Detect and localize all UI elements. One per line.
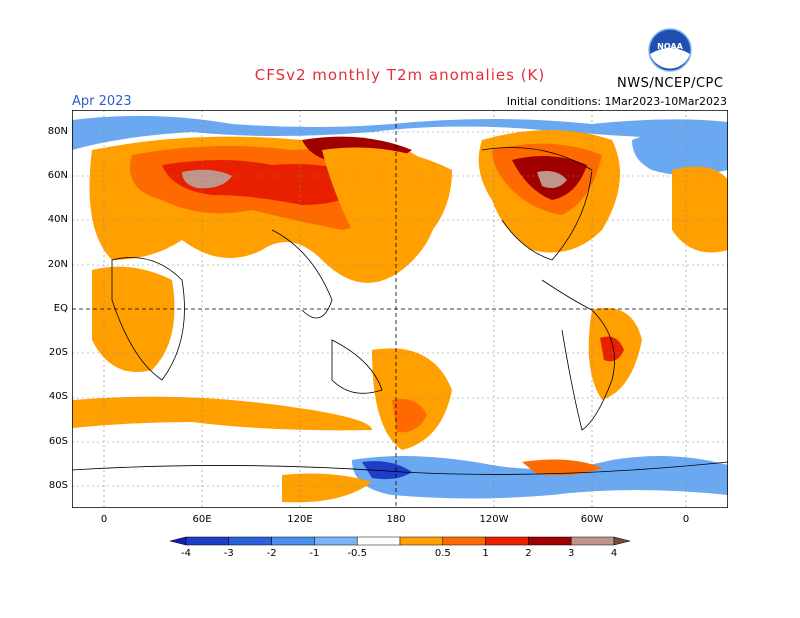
anomaly-region-antarctica-cold bbox=[352, 456, 728, 499]
coastlines bbox=[72, 147, 728, 475]
colorbar-label: 4 bbox=[610, 548, 618, 559]
lat-label: 40N bbox=[47, 214, 68, 225]
forecast-month: Apr 2023 bbox=[72, 94, 132, 109]
colorbar-label: -3 bbox=[223, 548, 234, 559]
lat-label: 80N bbox=[47, 126, 68, 137]
anomaly-region-north-pacific bbox=[322, 147, 452, 253]
lon-label: 60E bbox=[192, 514, 212, 525]
colorbar-label: -4 bbox=[181, 548, 191, 559]
lon-label: 120W bbox=[479, 514, 509, 525]
graticule bbox=[72, 110, 728, 508]
colorbar-label: 3 bbox=[568, 548, 575, 559]
lon-label: 0 bbox=[100, 514, 108, 525]
colorbar-cell bbox=[442, 536, 486, 546]
initial-conditions: Initial conditions: 1Mar2023-10Mar2023 bbox=[506, 95, 727, 108]
colorbar-cell bbox=[314, 536, 358, 546]
colorbar-cell bbox=[228, 536, 272, 546]
colorbar-cell bbox=[399, 536, 444, 546]
anomaly-region-europe bbox=[672, 166, 728, 253]
lat-label: 60N bbox=[47, 170, 68, 181]
anomaly-region-ross-sea bbox=[362, 461, 412, 480]
lat-label: 80S bbox=[48, 480, 68, 491]
lon-label: 120E bbox=[287, 514, 313, 525]
colorbar-label: -1 bbox=[309, 548, 320, 559]
anomaly-region-southern-ocean bbox=[72, 396, 372, 431]
lat-label: 20N bbox=[47, 259, 68, 270]
lat-label: 40S bbox=[48, 391, 68, 402]
anomaly-region-south-pacific-core bbox=[392, 399, 427, 433]
map-title: CFSv2 monthly T2m anomalies (K) bbox=[254, 66, 546, 84]
colorbar bbox=[170, 536, 630, 546]
colorbar-cell bbox=[485, 536, 529, 546]
anomaly-region-siberia-max bbox=[182, 169, 232, 189]
anomaly-region-brazil bbox=[600, 336, 624, 362]
agency-label: NWS/NCEP/CPC bbox=[617, 76, 724, 91]
noaa-logo: NOAA bbox=[648, 28, 692, 72]
anomaly-region-antarctic-edge bbox=[282, 473, 372, 503]
logo-text: NOAA bbox=[657, 42, 683, 51]
anomaly-region-north-atlantic bbox=[632, 126, 728, 175]
lon-label: 60W bbox=[580, 514, 604, 525]
colorbar-label: -2 bbox=[266, 548, 277, 559]
anomaly-region-africa bbox=[92, 266, 175, 372]
colorbar-label: 2 bbox=[525, 548, 532, 559]
colorbar-cell bbox=[185, 536, 230, 546]
lat-label: EQ bbox=[53, 303, 68, 314]
lon-label: 180 bbox=[386, 514, 406, 525]
colorbar-cell bbox=[528, 536, 572, 546]
lon-label: 0 bbox=[682, 514, 690, 525]
colorbar-label: -0.5 bbox=[347, 548, 367, 559]
lat-label: 60S bbox=[48, 436, 68, 447]
lat-label: 20S bbox=[48, 347, 68, 358]
anomaly-region-arctic bbox=[72, 115, 728, 150]
colorbar-cell bbox=[570, 536, 615, 546]
colorbar-cell bbox=[356, 536, 401, 546]
anomaly-map bbox=[72, 110, 728, 508]
colorbar-cell bbox=[613, 536, 630, 546]
colorbar-cell bbox=[170, 536, 187, 546]
anomaly-region-south-pacific bbox=[372, 348, 452, 450]
anomaly-region-hudson-max bbox=[537, 171, 567, 188]
colorbar-cell bbox=[271, 536, 315, 546]
colorbar-label: 1 bbox=[482, 548, 489, 559]
colorbar-label: 0.5 bbox=[434, 548, 451, 559]
anomaly-region-weddell bbox=[522, 459, 602, 476]
